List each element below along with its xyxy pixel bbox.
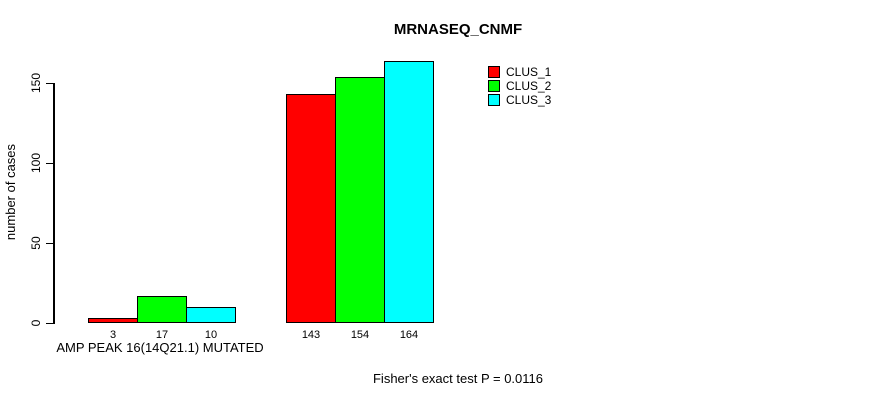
y-tick-mark: [46, 162, 53, 164]
legend-item-clus1: CLUS_1: [488, 66, 551, 78]
y-tick-label: 50: [29, 236, 43, 250]
bar-value-label: 164: [399, 329, 419, 341]
bar-clus_2-group2: [335, 76, 385, 323]
bar-value-label: 17: [155, 329, 169, 341]
legend-item-clus3: CLUS_3: [488, 94, 551, 106]
legend-item-clus2: CLUS_2: [488, 80, 551, 92]
bar-clus_1-group1: [88, 318, 138, 323]
legend-label-clus2: CLUS_2: [506, 79, 552, 93]
legend-swatch-clus1: [488, 66, 500, 78]
y-tick-label: 150: [29, 72, 43, 94]
bar-clus_3-group2: [384, 60, 434, 323]
legend-label-clus1: CLUS_1: [506, 65, 552, 79]
legend: CLUS_1 CLUS_2 CLUS_3: [488, 66, 551, 108]
y-tick-label: 100: [29, 152, 43, 174]
y-tick-mark: [46, 242, 53, 244]
bar-clus_2-group1: [137, 295, 187, 323]
bar-value-label: 3: [109, 329, 117, 341]
legend-swatch-clus3: [488, 94, 500, 106]
stat-test-annotation: Fisher's exact test P = 0.0116: [372, 371, 543, 386]
bar-value-label: 154: [350, 329, 370, 341]
bar-clus_3-group1: [186, 307, 236, 323]
x-axis-label: AMP PEAK 16(14Q21.1) MUTATED: [56, 340, 264, 355]
y-tick-label: 0: [29, 319, 43, 327]
y-tick-mark: [46, 82, 53, 84]
chart-title: MRNASEQ_CNMF: [393, 21, 523, 38]
bar-clus_1-group2: [286, 94, 336, 323]
legend-label-clus3: CLUS_3: [506, 93, 552, 107]
legend-swatch-clus2: [488, 80, 500, 92]
y-tick-mark: [46, 322, 53, 324]
y-axis-line: [53, 83, 55, 324]
bar-value-label: 143: [301, 329, 321, 341]
bar-value-label: 10: [204, 329, 218, 341]
